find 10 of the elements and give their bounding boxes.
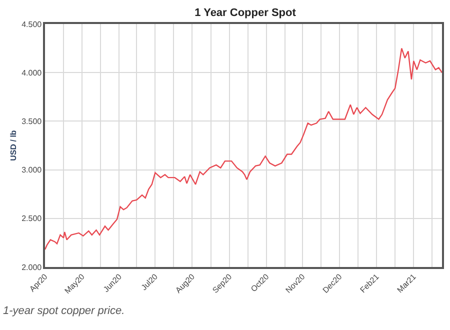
y-tick-label: 3.500 — [22, 117, 42, 126]
y-tick-label: 4.500 — [22, 20, 42, 29]
text: 1-year spot copper price. — [3, 305, 125, 317]
y-tick-label: 2.000 — [22, 262, 42, 272]
line-series — [45, 48, 442, 250]
y-tick-label: 4.000 — [22, 68, 42, 78]
y-tick-label: 2.500 — [22, 214, 42, 224]
y-tick-label: 3.000 — [22, 166, 42, 175]
chart-title: 1 Year Copper Spot — [194, 6, 296, 19]
y-axis-title: USD / lb — [8, 130, 18, 161]
